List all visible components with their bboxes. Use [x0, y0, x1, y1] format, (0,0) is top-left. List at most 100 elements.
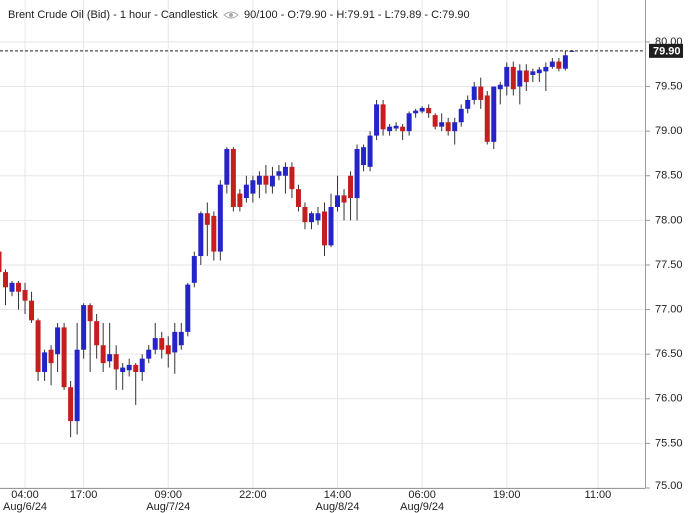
last-price-label: 79.90 — [653, 45, 681, 57]
candle-body — [139, 358, 145, 373]
candle-body — [250, 180, 256, 194]
candle-body — [465, 99, 471, 109]
last-price-box — [649, 43, 683, 58]
y-tick-label: 79.00 — [655, 125, 683, 137]
candle-body — [491, 86, 497, 142]
candle-body — [510, 66, 516, 90]
candle-body — [42, 352, 48, 373]
candle-body — [74, 349, 80, 422]
candle-body — [308, 213, 314, 223]
x-tick-label: 17:00 — [70, 489, 98, 501]
candle-body — [107, 354, 113, 362]
candle-body — [413, 110, 419, 114]
eye-icon — [223, 11, 239, 19]
candle-body — [29, 300, 35, 321]
candle-body — [322, 211, 327, 246]
candle-body — [211, 215, 217, 252]
candle-body — [562, 55, 568, 69]
candle-body — [146, 349, 152, 359]
candles — [0, 49, 575, 438]
x-date-label: Aug/9/24 — [400, 501, 444, 513]
y-tick-label: 76.00 — [655, 393, 683, 405]
x-date-label: Aug/8/24 — [315, 501, 359, 513]
candle-body — [68, 387, 74, 422]
candle-body — [458, 108, 464, 123]
candle-body — [198, 213, 204, 257]
candle-body — [445, 122, 451, 132]
candle-body — [374, 104, 380, 136]
candle-body — [302, 206, 308, 223]
y-tick-label: 77.00 — [655, 303, 683, 315]
candle-body — [113, 354, 119, 370]
candle-body — [282, 166, 288, 176]
y-tick-label: 77.50 — [655, 259, 683, 271]
candle-body — [543, 66, 549, 72]
candle-body — [126, 364, 132, 371]
x-tick-label: 22:00 — [239, 489, 267, 501]
x-tick-label: 11:00 — [585, 489, 612, 501]
candle-body — [471, 86, 477, 100]
candle-body — [497, 84, 503, 90]
candle-body — [530, 71, 536, 75]
y-tick-label: 78.00 — [655, 214, 683, 226]
candle-body — [159, 338, 165, 350]
candle-body — [276, 171, 282, 176]
candle-body — [87, 305, 93, 322]
candle-body — [0, 251, 2, 273]
y-tick-label: 75.50 — [655, 437, 683, 449]
candle-body — [55, 327, 61, 355]
y-tick-label: 79.50 — [655, 80, 683, 92]
candle-body — [387, 126, 393, 132]
candle-body — [289, 166, 295, 190]
candle-body — [230, 148, 236, 207]
candle-body — [556, 61, 562, 69]
candle-body — [348, 175, 354, 199]
grid — [0, 0, 645, 489]
candle-body — [315, 213, 321, 221]
candle-body — [100, 345, 106, 364]
candle-body — [191, 256, 197, 283]
candle-body — [439, 122, 445, 127]
candle-body — [419, 107, 425, 112]
candle-body — [393, 125, 399, 129]
candle-body — [295, 189, 301, 207]
y-tick-label: 75.00 — [655, 480, 683, 492]
candle-body — [152, 338, 158, 350]
candle-body — [3, 272, 9, 288]
candle-body — [178, 331, 184, 346]
candle-body — [406, 113, 412, 132]
candle-body — [549, 61, 555, 67]
x-tick-label: 06:00 — [408, 489, 436, 501]
candle-body — [133, 364, 139, 373]
chart-title: Brent Crude Oil (Bid) - 1 hour - Candles… — [8, 9, 218, 21]
candle-body — [81, 305, 87, 350]
candle-body — [22, 289, 28, 301]
candle-body — [426, 107, 432, 114]
candle-body — [354, 148, 360, 199]
candle-body — [536, 69, 542, 74]
candle-body — [504, 66, 510, 87]
y-tick-label: 76.50 — [655, 348, 683, 360]
candle-body — [217, 184, 223, 252]
candle-body — [35, 320, 41, 373]
candle-body — [256, 175, 262, 185]
y-tick-label: 78.50 — [655, 170, 683, 182]
x-tick-label: 19:00 — [493, 489, 521, 501]
x-tick-label: 04:00 — [11, 489, 39, 501]
candle-body — [335, 195, 341, 207]
candle-body — [478, 86, 484, 100]
candle-body — [380, 104, 386, 130]
candle-body — [237, 193, 243, 207]
candle-body — [341, 195, 347, 203]
candle-body — [523, 70, 529, 83]
candle-body — [165, 345, 171, 355]
candle-body — [224, 148, 230, 185]
ohlc-info: 90/100 - O:79.90 - H:79.91 - L:79.89 - C… — [244, 9, 470, 21]
candle-body — [452, 122, 458, 132]
candle-body — [172, 331, 178, 353]
candle-body — [94, 321, 100, 346]
candle-body — [367, 135, 373, 167]
x-tick-label: 09:00 — [154, 489, 182, 501]
x-date-label: Aug/7/24 — [146, 501, 190, 513]
